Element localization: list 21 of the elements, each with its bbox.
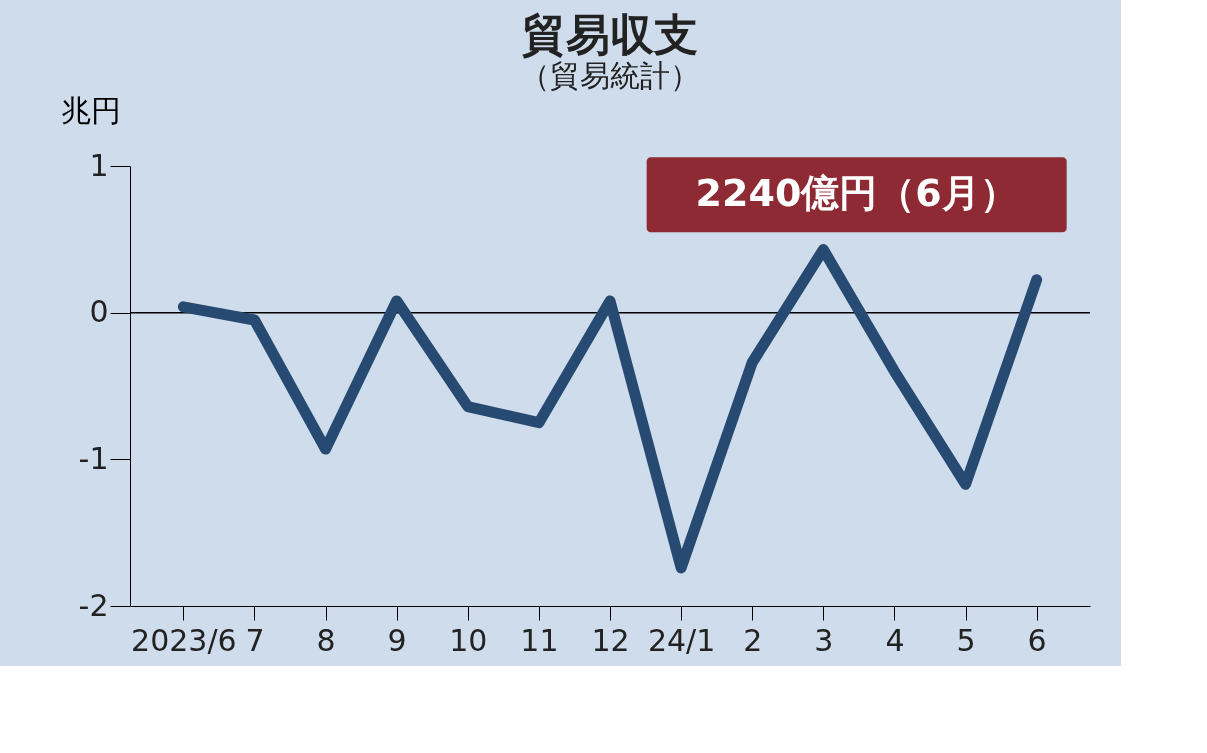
x-tick-label: 12 (591, 622, 630, 658)
x-tick-label: 4 (885, 622, 905, 658)
x-tick-label: 10 (449, 622, 488, 658)
x-tick-label: 3 (814, 622, 834, 658)
y-axis-title: 兆円 (60, 92, 121, 128)
x-tick-label: 24/1 (647, 622, 716, 658)
x-tick-label: 2023/6 (131, 622, 237, 658)
x-tick-label: 6 (1027, 622, 1047, 658)
y-tick-label: -2 (78, 587, 109, 623)
chart-title: 貿易収支 (522, 9, 698, 60)
annotation: 2240億円（6月） (695, 170, 1018, 215)
x-tick-label: 11 (520, 622, 559, 658)
x-tick-label: 7 (245, 622, 265, 658)
x-tick-label: 2 (743, 622, 763, 658)
y-tick-label: 1 (89, 147, 109, 183)
x-tick-label: 9 (387, 622, 407, 658)
chart-subtitle: （貿易統計） (520, 58, 700, 93)
x-tick-label: 8 (316, 622, 336, 658)
y-tick-label: 0 (89, 294, 109, 330)
y-tick-label: -1 (78, 440, 109, 476)
x-tick-label: 5 (956, 622, 976, 658)
